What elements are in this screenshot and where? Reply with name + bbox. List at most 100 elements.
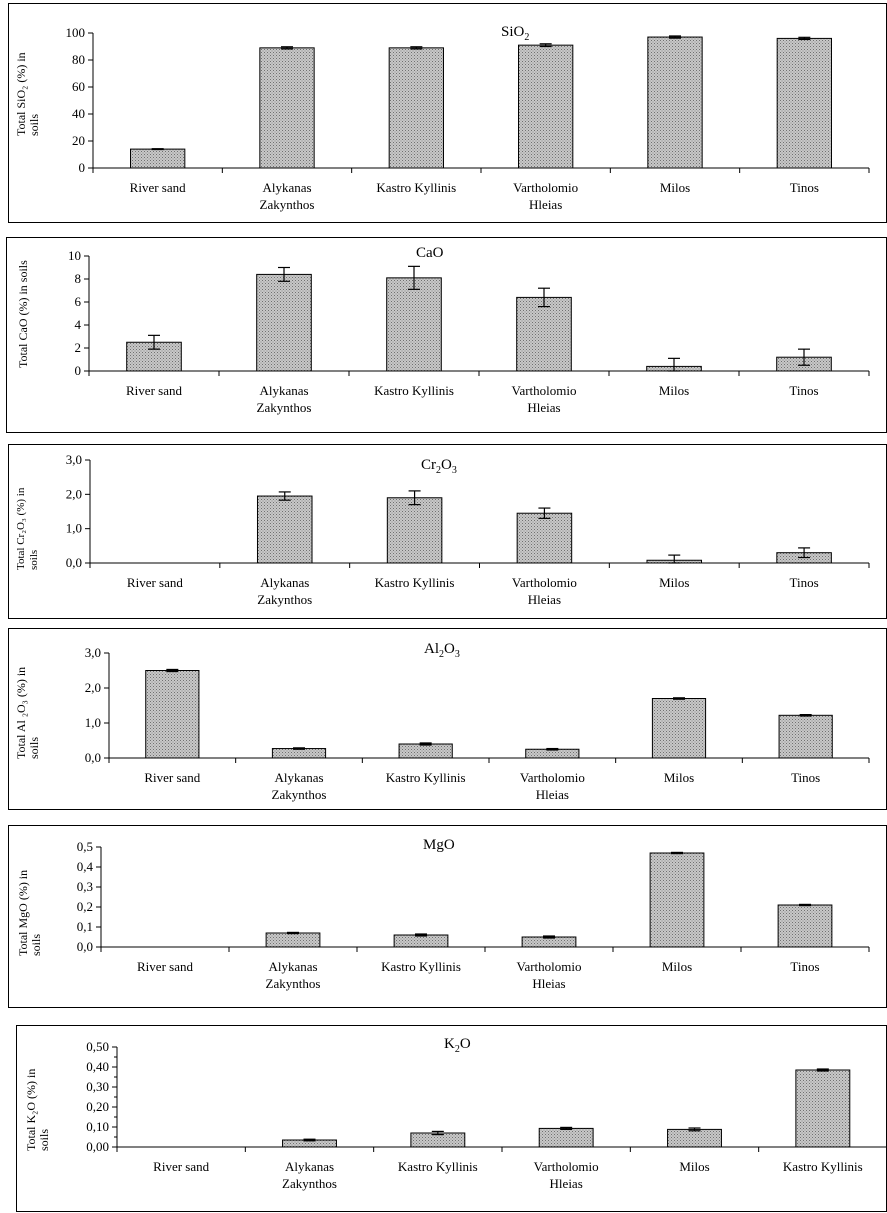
x-tick-label: Tinos bbox=[791, 770, 820, 785]
x-tick-label: River sand bbox=[137, 959, 193, 974]
bar bbox=[518, 44, 574, 169]
y-tick-label: 0,50 bbox=[86, 1039, 109, 1054]
y-tick-label: 0,5 bbox=[77, 839, 93, 854]
x-tick-label: Alykanas bbox=[285, 1159, 334, 1174]
chart-panel-cao: CaO Total CaO (%) in soils 0 2 4 6 8 10 River … bbox=[6, 237, 887, 433]
y-tick-label: 1,0 bbox=[66, 521, 82, 536]
y-tick-label: 0,20 bbox=[86, 1099, 109, 1114]
bar-chart-k2o: 0,00 0,10 0,20 0,30 0,40 0,50 River sand Alykan… bbox=[86, 1039, 887, 1191]
bar bbox=[256, 273, 312, 372]
bar bbox=[778, 714, 833, 759]
x-tick-label: Zakynthos bbox=[260, 197, 315, 212]
bar bbox=[538, 1127, 594, 1148]
bar bbox=[525, 748, 580, 759]
y-tick-label: 0,0 bbox=[66, 555, 82, 570]
x-tick-label: Alykanas bbox=[260, 575, 309, 590]
y-tick-label: 40 bbox=[72, 106, 85, 121]
x-tick-label: Kastro Kyllinis bbox=[398, 1159, 478, 1174]
x-tick-label: Milos bbox=[659, 575, 689, 590]
x-tick-label: Alykanas bbox=[274, 770, 323, 785]
bar bbox=[667, 1128, 722, 1148]
x-tick-label: Vartholomio bbox=[513, 180, 578, 195]
x-tick-label: Milos bbox=[660, 180, 690, 195]
x-tick-label: Vartholomio bbox=[517, 959, 582, 974]
bar bbox=[516, 296, 572, 372]
x-tick-label: Tinos bbox=[789, 383, 818, 398]
y-tick-label: 0,00 bbox=[86, 1139, 109, 1154]
y-tick-label: 0,40 bbox=[86, 1059, 109, 1074]
x-tick-label: River sand bbox=[153, 1159, 209, 1174]
x-tick-label: Vartholomio bbox=[534, 1159, 599, 1174]
chart-title: Al2O3 bbox=[424, 641, 460, 660]
chart-title: MgO bbox=[423, 837, 455, 853]
bar bbox=[776, 37, 832, 169]
y-tick-label: 10 bbox=[68, 248, 81, 263]
bar-chart-cr2o3: 0,0 1,0 2,0 3,0 River sand Alykanas Zakynthos K… bbox=[66, 452, 870, 607]
bar bbox=[130, 148, 186, 169]
x-tick-label: Milos bbox=[662, 959, 692, 974]
bar bbox=[651, 698, 707, 759]
x-tick-label: Zakynthos bbox=[272, 787, 327, 802]
x-tick-label: Kastro Kyllinis bbox=[386, 770, 466, 785]
bar bbox=[398, 743, 453, 759]
x-tick-label: Tinos bbox=[790, 959, 819, 974]
x-tick-label: Kastro Kyllinis bbox=[374, 383, 454, 398]
x-tick-label: Vartholomio bbox=[512, 383, 577, 398]
x-tick-label: Milos bbox=[679, 1159, 709, 1174]
y-tick-label: 0 bbox=[75, 363, 82, 378]
y-tick-label: 6 bbox=[75, 294, 82, 309]
chart-panel-k2o: K2O Total K₂O (%) in soils 0,00 0,10 0,20 0,… bbox=[16, 1025, 887, 1212]
x-tick-label: Zakynthos bbox=[266, 976, 321, 991]
x-tick-label: Hleias bbox=[550, 1176, 583, 1191]
chart-title: SiO2 bbox=[501, 24, 530, 43]
x-tick-label: Tinos bbox=[790, 575, 819, 590]
y-tick-label: 100 bbox=[66, 25, 86, 40]
y-tick-label: 0,0 bbox=[85, 750, 101, 765]
x-tick-label: Zakynthos bbox=[257, 592, 312, 607]
bar bbox=[795, 1069, 851, 1148]
x-tick-label: Hleias bbox=[536, 787, 569, 802]
x-tick-label: Alykanas bbox=[268, 959, 317, 974]
y-tick-label: 0,30 bbox=[86, 1079, 109, 1094]
bar bbox=[259, 47, 315, 169]
x-tick-label: Kastro Kyllinis bbox=[381, 959, 461, 974]
x-tick-label: Milos bbox=[659, 383, 689, 398]
chart-title: K2O bbox=[444, 1036, 471, 1055]
y-tick-label: 3,0 bbox=[85, 645, 101, 660]
x-tick-label: Vartholomio bbox=[512, 575, 577, 590]
x-tick-label: Alykanas bbox=[259, 383, 308, 398]
y-tick-label: 1,0 bbox=[85, 715, 101, 730]
y-tick-label: 20 bbox=[72, 133, 85, 148]
chart-title: Cr2O3 bbox=[421, 457, 457, 476]
x-tick-label: Hleias bbox=[527, 400, 560, 415]
bar bbox=[145, 670, 200, 759]
y-tick-label: 0,0 bbox=[77, 939, 93, 954]
y-tick-label: 3,0 bbox=[66, 452, 82, 467]
chart-panel-al2o3: Al2O3 Total Al ₂O₃ (%) in soils 0,0 1,0 2,0… bbox=[8, 628, 887, 810]
y-tick-label: 0,10 bbox=[86, 1119, 109, 1134]
y-tick-label: 2,0 bbox=[66, 486, 82, 501]
bar bbox=[393, 934, 449, 948]
y-tick-label: 80 bbox=[72, 52, 85, 67]
x-tick-label: Kastro Kyllinis bbox=[375, 575, 455, 590]
x-tick-label: River sand bbox=[127, 575, 183, 590]
y-tick-label: 2 bbox=[75, 340, 82, 355]
x-tick-label: Kastro Kyllinis bbox=[783, 1159, 863, 1174]
bar bbox=[256, 495, 313, 564]
y-tick-label: 60 bbox=[72, 79, 85, 94]
y-tick-label: 2,0 bbox=[85, 680, 101, 695]
bar bbox=[647, 36, 703, 169]
x-tick-label: Hleias bbox=[529, 197, 562, 212]
x-tick-label: Kastro Kyllinis bbox=[376, 180, 456, 195]
bar bbox=[388, 47, 444, 169]
chart-panel-sio2: SiO2 Total SiO₂ (%) in soils 0 20 40 60 80 100… bbox=[8, 3, 887, 223]
y-tick-label: 4 bbox=[75, 317, 82, 332]
bar-chart-mgo: 0,0 0,1 0,2 0,3 0,4 0,5 River sand Alykanas Zaky… bbox=[77, 839, 870, 991]
x-tick-label: Alykanas bbox=[262, 180, 311, 195]
x-tick-label: Zakynthos bbox=[282, 1176, 337, 1191]
y-tick-label: 8 bbox=[75, 271, 82, 286]
x-tick-label: Hleias bbox=[532, 976, 565, 991]
x-tick-label: Tinos bbox=[790, 180, 819, 195]
x-tick-label: River sand bbox=[144, 770, 200, 785]
chart-title: CaO bbox=[416, 245, 444, 261]
